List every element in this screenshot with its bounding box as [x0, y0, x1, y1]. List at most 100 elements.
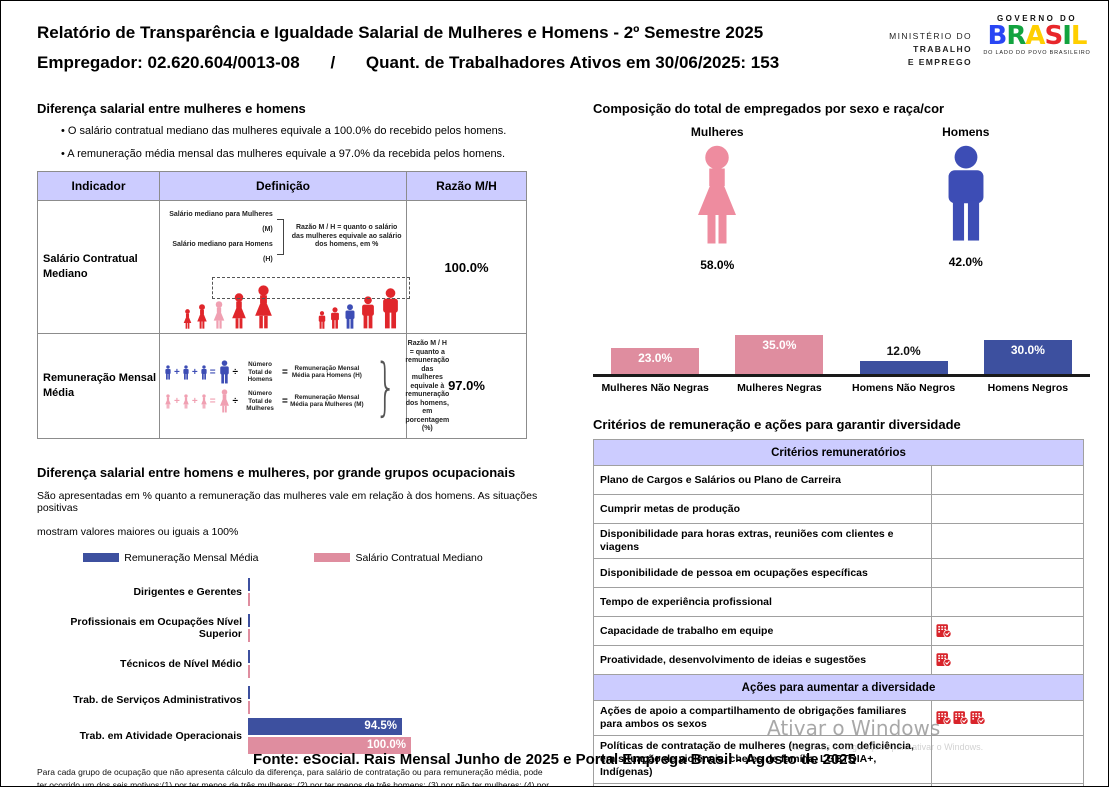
median-dashed-connector — [212, 277, 410, 299]
criteria-marks-cell — [930, 700, 1085, 736]
legend-label: Remuneração Mensal Média — [124, 551, 259, 564]
criteria-label: Ações de apoio a compartilhamento de obr… — [593, 700, 932, 736]
legend-item: Salário Contratual Mediano — [314, 552, 483, 564]
ratio-note: Razão M / H = quanto a remuneração das m… — [405, 340, 450, 432]
composition-category-labels: Mulheres Não Negras Mulheres Negras Homens… — [593, 382, 1090, 394]
criteria-row: Tempo de experiência profissional — [593, 587, 1085, 617]
composition-category-label: Mulheres Não Negras — [601, 382, 709, 394]
salary-diff-bullets: • O salário contratual mediano das mulhe… — [61, 125, 529, 160]
chart-footnote: Para cada grupo de ocupação que não apre… — [37, 766, 550, 787]
occupational-bar-chart: Dirigentes e Gerentes Profissionais em Oc… — [37, 574, 529, 754]
active-workers-count: Quant. de Trabalhadores Ativos em 30/06/… — [365, 53, 780, 72]
building-check-icon — [970, 711, 986, 726]
gender-figures: Mulheres 58.0% Homens 42.0% — [593, 125, 1090, 272]
page-title: Relatório de Transparência e Igualdade S… — [37, 23, 764, 42]
value-bar: 100.0% — [248, 736, 411, 754]
bar-value-label: 23.0% — [638, 351, 673, 365]
section-title-occupational: Diferença salarial entre homens e mulher… — [37, 464, 516, 480]
composition-category-label: Mulheres Negras — [737, 382, 822, 394]
median-salary-pictogram — [164, 277, 410, 329]
women-group — [182, 285, 276, 329]
formula-line: + + = ÷ Número Total de Homens = Remuneraçã… — [164, 360, 364, 384]
composition-bar: 30.0% — [983, 340, 1072, 374]
right-column: Composição do total de empregados por se… — [592, 101, 1090, 786]
person-icon — [197, 304, 207, 329]
occupational-chart-row: Trab. em Atividade Operacionais 94.5% 100.… — [37, 717, 529, 754]
criteria-row: Cumprir metas de produção — [593, 494, 1085, 524]
criteria-label: Plano de Cargos e Salários ou Plano de C… — [593, 465, 932, 495]
criteria-table: Critérios remuneratórios Plano de Cargos … — [592, 439, 1085, 786]
criteria-row: Capacidade de trabalho em equipe — [593, 616, 1085, 646]
building-check-icon — [953, 711, 969, 726]
ministry-line: E EMPREGO — [907, 57, 972, 67]
separator: / — [330, 53, 336, 72]
composition-bar-slot: 23.0% — [593, 348, 717, 374]
building-check-icon — [936, 624, 952, 639]
mean-salary-formula-pictogram: + + = ÷ Número Total de Homens = Remuneraçã… — [164, 360, 364, 413]
criteria-label: Disponibilidade para horas extras, reuni… — [593, 523, 932, 559]
formula-divisor: Número Total de Homens — [247, 361, 273, 383]
brasil-letter: L — [1070, 21, 1088, 51]
section-title-criteria: Critérios de remuneração e ações para ga… — [593, 417, 961, 432]
criteria-marks-cell — [930, 616, 1085, 646]
criteria-row: Disponibilidade para horas extras, reuni… — [593, 523, 1085, 559]
criteria-marks-cell — [930, 587, 1085, 617]
occupation-label: Trab. em Atividade Operacionais — [79, 729, 242, 742]
occupation-label: Trab. de Serviços Administrativos — [73, 693, 242, 706]
composition-bar: 23.0% — [611, 348, 700, 374]
men-figure-block: Homens 42.0% — [842, 125, 1091, 272]
occupation-label: Dirigentes e Gerentes — [133, 585, 242, 598]
men-group — [317, 288, 402, 329]
no-data-tick — [248, 664, 250, 678]
occupational-subtitle: São apresentadas em % quanto a remuneraç… — [37, 489, 538, 514]
source-footer: Fonte: eSocial. Rais Mensal Junho de 202… — [253, 751, 856, 768]
brasil-letter: B — [987, 21, 1008, 51]
no-data-tick — [248, 613, 250, 627]
bullet-item: • A remuneração média mensal das mulhere… — [61, 148, 506, 160]
no-data-tick — [248, 649, 250, 663]
activate-windows-watermark-sub: Acesse as configurações para ativar o Wi… — [789, 742, 984, 752]
no-data-tick — [248, 577, 250, 591]
criteria-label: Proatividade, desenvolvimento de ideias … — [593, 645, 932, 675]
no-data-tick — [248, 592, 250, 606]
formula-result: Remuneração Mensal Média para Mulheres (… — [290, 393, 364, 409]
person-icon — [318, 311, 326, 329]
women-label: Mulheres — [690, 125, 744, 139]
employer-id: Empregador: 02.620.604/0013-08 — [37, 53, 300, 72]
person-icon — [219, 360, 229, 384]
ministry-logo: MINISTÉRIO DO TRABALHO E EMPREGO — [889, 30, 972, 69]
legend-swatch-pink — [314, 553, 351, 562]
section-title-composition: Composição do total de empregados por se… — [593, 101, 945, 116]
ministry-line: MINISTÉRIO DO — [889, 31, 972, 41]
def-line: Salário mediano para Homens (H) — [172, 241, 273, 263]
legend-swatch-blue — [83, 553, 120, 562]
composition-bar-slot: 35.0% — [717, 335, 841, 374]
criteria-row: Proatividade, desenvolvimento de ideias … — [593, 645, 1085, 675]
col-header-definicao: Definição — [159, 171, 407, 201]
section-title-salary-diff: Diferença salarial entre mulheres e home… — [37, 101, 306, 116]
table-row: Remuneração Mensal Média + + = — [37, 333, 527, 439]
men-percentage: 42.0% — [948, 255, 983, 269]
no-data-tick — [248, 685, 250, 699]
gov-logo-tagline: DO LADO DO POVO BRASILEIRO — [983, 50, 1091, 56]
criteria-label: Políticas de promoção de mulheres para c… — [593, 783, 932, 786]
criteria-label: Capacidade de trabalho em equipe — [593, 616, 932, 646]
no-data-tick — [248, 628, 250, 642]
indicator-name: Remuneração Mensal Média — [37, 333, 160, 439]
left-column: Diferença salarial entre mulheres e home… — [37, 101, 549, 786]
activate-windows-watermark: Ativar o Windows — [767, 716, 941, 740]
indicator-name: Salário Contratual Mediano — [37, 200, 160, 334]
women-percentage: 58.0% — [700, 258, 735, 272]
occupational-chart-row: Profissionais em Ocupações Nível Superio… — [37, 610, 529, 646]
criteria-label: Disponibilidade de pessoa em ocupações e… — [593, 558, 932, 588]
composition-bar-slot: 12.0% — [842, 344, 966, 374]
men-label: Homens — [942, 125, 990, 139]
bracket-shape — [276, 219, 285, 255]
formula-line: + + = ÷ Número Total de Mulheres = Remunera… — [164, 389, 364, 413]
occupational-chart-row: Trab. de Serviços Administrativos — [37, 682, 529, 718]
person-icon — [201, 365, 207, 380]
criteria-row: Políticas de promoção de mulheres para c… — [593, 783, 1085, 786]
indicator-definition: + + = ÷ Número Total de Homens = Remuneraçã… — [159, 333, 449, 439]
brasil-letter: R — [1006, 21, 1026, 51]
